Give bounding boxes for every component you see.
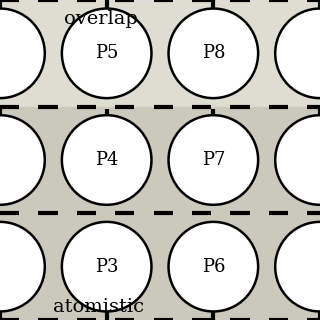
Text: P3: P3 xyxy=(95,258,118,276)
Circle shape xyxy=(0,9,45,98)
Circle shape xyxy=(275,9,320,98)
Text: P8: P8 xyxy=(202,44,225,62)
Bar xyxy=(0,0,320,107)
Bar xyxy=(0,107,320,320)
Text: atomistic: atomistic xyxy=(52,298,144,316)
Circle shape xyxy=(62,115,151,205)
Circle shape xyxy=(0,222,45,311)
Text: P6: P6 xyxy=(202,258,225,276)
Circle shape xyxy=(62,222,151,311)
Text: P7: P7 xyxy=(202,151,225,169)
Text: P5: P5 xyxy=(95,44,118,62)
Circle shape xyxy=(275,222,320,311)
Circle shape xyxy=(275,115,320,205)
Circle shape xyxy=(169,115,258,205)
Text: overlap: overlap xyxy=(64,10,138,28)
Circle shape xyxy=(0,115,45,205)
Circle shape xyxy=(169,222,258,311)
Circle shape xyxy=(169,9,258,98)
Text: P4: P4 xyxy=(95,151,118,169)
Circle shape xyxy=(62,9,151,98)
